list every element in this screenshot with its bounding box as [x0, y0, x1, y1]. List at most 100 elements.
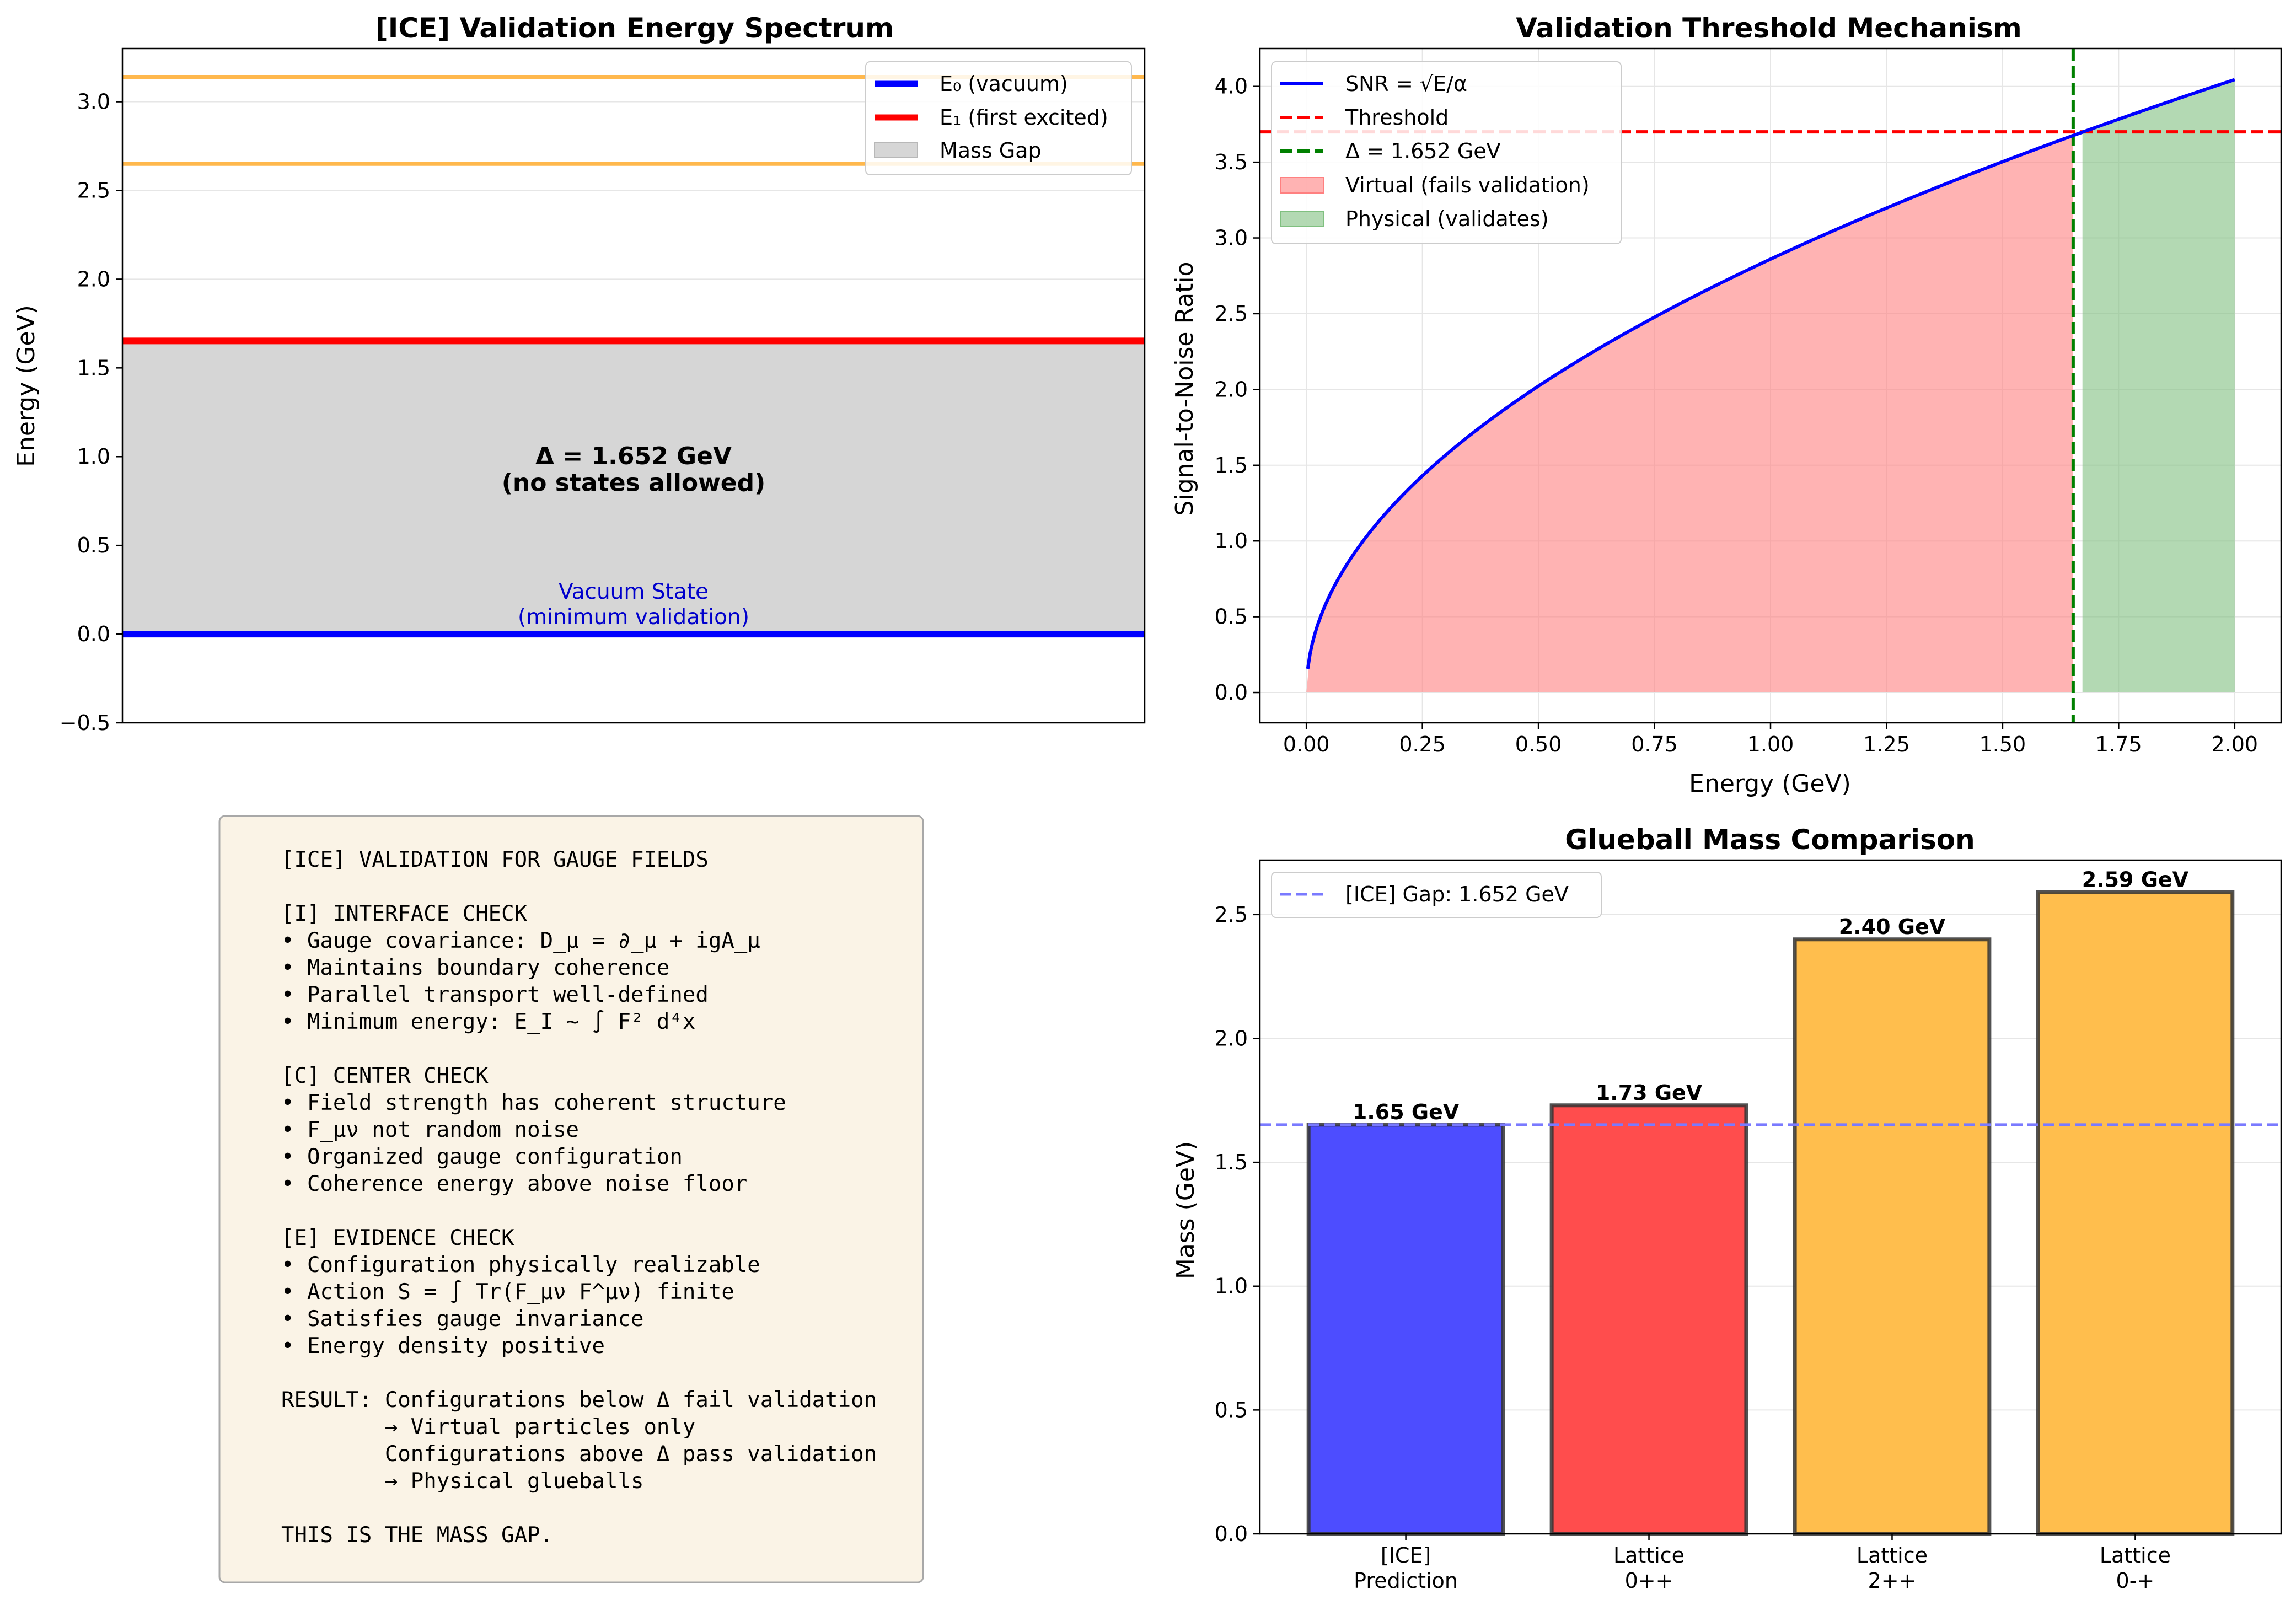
threshold-ytick-label-7: 3.5 [1215, 150, 1248, 174]
legend-label-physical: Physical (validates) [1345, 207, 1549, 231]
vacuum-label-line-2: (minimum validation) [518, 605, 749, 630]
threshold-panel: Validation Threshold Mechanism 0.00 0.25 0… [1171, 12, 2282, 798]
glueball-axes-frame [1259, 859, 2282, 1535]
threshold-ytick-label-6: 3.0 [1215, 226, 1248, 250]
legend-swatch-virtual [1280, 177, 1324, 194]
virtual-fill-region [1306, 135, 2073, 693]
spectrum-panel: [ICE] Validation Energy Spectrum Δ = 1.6… [12, 12, 1146, 735]
threshold-xtick-label-1: 0.25 [1399, 732, 1446, 756]
spectrum-legend: E₀ (vacuum) E₁ (first excited) Mass Gap [865, 61, 1132, 175]
threshold-y-ticks: 0.0 0.5 1.0 1.5 2.0 2.5 3.0 3.5 4.0 [1215, 74, 1260, 705]
textbox-line-17: • Satisfies gauge invariance [281, 1307, 643, 1332]
legend-label-gap: Δ = 1.652 GeV [1345, 139, 1501, 163]
glueball-xtick-label-0-1: Prediction [1354, 1569, 1458, 1593]
glueball-bar-0 [1306, 1123, 1505, 1536]
glueball-ytick-label-0: 0.0 [1215, 1522, 1248, 1546]
spectrum-ytick-label-5: 2.0 [77, 267, 110, 291]
threshold-xtick-label-4: 1.00 [1747, 732, 1794, 756]
spectrum-ytick-label-0: −0.5 [60, 711, 110, 735]
gap-annotation-line-2: (no states allowed) [502, 469, 765, 497]
textbox-line-2: [I] INTERFACE CHECK [281, 901, 528, 926]
threshold-title: Validation Threshold Mechanism [1516, 12, 2021, 44]
glueball-xtick-label-3-1: 0-+ [2116, 1569, 2155, 1593]
glueball-xtick-label-2-0: Lattice [1857, 1543, 1928, 1567]
textbox-line-16: • Action S = ∫ Tr(F_μν F^μν) finite [281, 1280, 734, 1304]
glueball-value-label-3: 2.59 GeV [2082, 867, 2189, 892]
glueball-ytick-label-2: 1.0 [1215, 1274, 1248, 1298]
textbox-background [218, 815, 924, 1583]
glueball-xtick-label-1-0: Lattice [1613, 1543, 1685, 1567]
legend-swatch-physical [1280, 211, 1324, 227]
threshold-xtick-label-5: 1.25 [1863, 732, 1910, 756]
glueball-value-label-0: 1.65 GeV [1353, 1100, 1460, 1124]
textbox-line-14: [E] EVIDENCE CHECK [281, 1226, 514, 1250]
spectrum-ytick-label-1: 0.0 [77, 622, 110, 646]
threshold-ytick-label-1: 0.5 [1215, 605, 1248, 629]
legend-label-virtual: Virtual (fails validation) [1345, 173, 1590, 197]
glueball-value-labels: 1.65 GeV 1.73 GeV 2.40 GeV 2.59 GeV [1353, 867, 2189, 1124]
textbox-line-6: • Minimum energy: E_I ~ ∫ F² d⁴x [281, 1010, 695, 1034]
textbox-line-5: • Parallel transport well-defined [281, 983, 709, 1007]
textbox-line-4: • Maintains boundary coherence [281, 955, 669, 980]
spectrum-ytick-label-4: 1.5 [77, 356, 110, 380]
textbox-line-22: Configurations above Δ pass validation [281, 1442, 877, 1467]
vacuum-label-line-1: Vacuum State [559, 579, 709, 604]
threshold-ytick-label-3: 1.5 [1215, 453, 1248, 477]
mass-gap-region [122, 341, 1145, 635]
glueball-xtick-label-3-0: Lattice [2100, 1543, 2171, 1567]
textbox-line-11: • Organized gauge configuration [281, 1145, 683, 1169]
spectrum-y-label: Energy (GeV) [12, 305, 40, 467]
threshold-y-label: Signal-to-Noise Ratio [1171, 262, 1199, 516]
legend-label-e0: E₀ (vacuum) [940, 72, 1068, 96]
spectrum-y-ticks: −0.5 0.0 0.5 1.0 1.5 2.0 2.5 3.0 [60, 90, 122, 735]
textbox-line-12: • Coherence energy above noise floor [281, 1172, 747, 1196]
legend-label-threshold: Threshold [1345, 105, 1449, 130]
physical-fill-region [2082, 79, 2235, 693]
textbox-line-9: • Field strength has coherent structure [281, 1091, 786, 1115]
legend-label-ice-gap: [ICE] Gap: 1.652 GeV [1345, 882, 1569, 906]
spectrum-ytick-label-7: 3.0 [77, 90, 110, 114]
glueball-panel: Glueball Mass Comparison 1.65 GeV 1.73 Ge… [1172, 824, 2282, 1593]
glueball-legend: [ICE] Gap: 1.652 GeV [1271, 872, 1602, 918]
textbox-line-15: • Configuration physically realizable [281, 1253, 760, 1277]
glueball-value-label-2: 2.40 GeV [1839, 915, 1946, 939]
threshold-legend: SNR = √E/α Threshold Δ = 1.652 GeV Virtu… [1271, 61, 1622, 244]
glueball-title: Glueball Mass Comparison [1565, 824, 1975, 856]
textbox-line-3: • Gauge covariance: D_μ = ∂_μ + igA_μ [281, 928, 760, 953]
threshold-xtick-label-7: 1.75 [2095, 732, 2142, 756]
threshold-ytick-label-8: 4.0 [1215, 74, 1248, 99]
threshold-xtick-label-2: 0.50 [1515, 732, 1562, 756]
threshold-xtick-label-0: 0.00 [1283, 732, 1330, 756]
threshold-xtick-label-8: 2.00 [2212, 732, 2259, 756]
spectrum-ytick-label-6: 2.5 [77, 178, 110, 202]
textbox-line-21: → Virtual particles only [281, 1415, 695, 1440]
threshold-xtick-label-3: 0.75 [1631, 732, 1678, 756]
spectrum-title: [ICE] Validation Energy Spectrum [375, 12, 894, 44]
threshold-ytick-label-4: 2.0 [1215, 377, 1248, 401]
spectrum-ytick-label-2: 0.5 [77, 533, 110, 557]
glueball-bar-1 [1549, 1103, 1748, 1536]
textbox-line-0: [ICE] VALIDATION FOR GAUGE FIELDS [281, 847, 709, 872]
glueball-xtick-label-1-1: 0++ [1625, 1569, 1673, 1593]
threshold-ytick-label-2: 1.0 [1215, 529, 1248, 553]
glueball-bars [1306, 890, 2235, 1536]
glueball-ytick-label-4: 2.0 [1215, 1026, 1248, 1050]
textbox-lines: [ICE] VALIDATION FOR GAUGE FIELDS [I] INT… [281, 847, 877, 1548]
glueball-ytick-label-5: 2.5 [1215, 903, 1248, 927]
legend-label-snr: SNR = √E/α [1345, 72, 1467, 96]
glueball-y-label: Mass (GeV) [1172, 1141, 1200, 1279]
glueball-bar-3 [2036, 890, 2235, 1536]
glueball-y-ticks: 0.0 0.5 1.0 1.5 2.0 2.5 [1215, 903, 1260, 1546]
glueball-ytick-label-3: 1.5 [1215, 1150, 1248, 1174]
textbox-line-8: [C] CENTER CHECK [281, 1064, 489, 1088]
spectrum-ytick-label-3: 1.0 [77, 444, 110, 469]
textbox-line-25: THIS IS THE MASS GAP. [281, 1523, 553, 1548]
legend-label-mass-gap: Mass Gap [940, 138, 1042, 163]
threshold-ytick-label-5: 2.5 [1215, 302, 1248, 326]
glueball-xtick-label-2-1: 2++ [1868, 1569, 1917, 1593]
threshold-x-ticks: 0.00 0.25 0.50 0.75 1.00 1.25 1.50 1.75 2.00 [1283, 723, 2258, 756]
legend-label-e1: E₁ (first excited) [940, 105, 1108, 130]
glueball-x-ticks: [ICE]PredictionLattice0++Lattice2++Latti… [1354, 1534, 2171, 1593]
spectrum-axes-frame [121, 47, 1146, 724]
